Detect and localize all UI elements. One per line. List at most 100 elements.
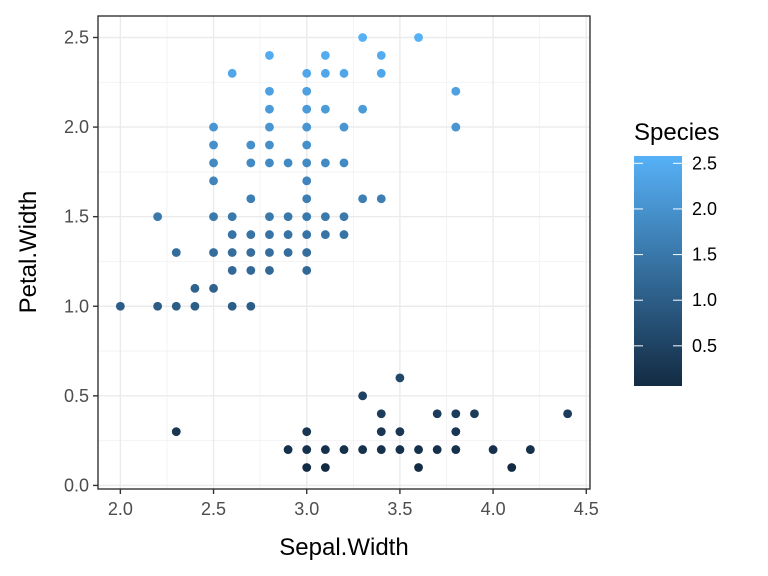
- data-point: [507, 463, 517, 472]
- data-point: [209, 158, 218, 168]
- legend-title: Species: [634, 119, 719, 146]
- data-point: [246, 140, 256, 150]
- data-point: [302, 104, 312, 114]
- data-point: [283, 212, 293, 222]
- legend-label: 1.0: [692, 290, 717, 310]
- data-point: [451, 122, 461, 132]
- y-tick-label: 1.5: [64, 207, 89, 227]
- y-tick-label: 1.0: [64, 296, 89, 316]
- data-point: [265, 51, 274, 60]
- data-point: [265, 248, 274, 257]
- data-point: [227, 212, 237, 222]
- data-point: [376, 68, 386, 78]
- data-point: [320, 104, 330, 114]
- data-point: [302, 248, 312, 257]
- x-tick-label: 3.0: [294, 499, 319, 519]
- data-point: [246, 194, 256, 204]
- data-point: [488, 445, 498, 454]
- legend-label: 2.0: [692, 199, 717, 219]
- legend-label: 0.5: [692, 336, 717, 356]
- data-point: [395, 445, 405, 454]
- data-point: [302, 427, 312, 437]
- data-point: [171, 301, 181, 311]
- data-point: [302, 68, 312, 78]
- axes: 2.0 2.5 3.0 3.5 4.0 4.5 0.0 0.5 1.0 1.5 2.0 2.5: [64, 28, 599, 520]
- data-point: [153, 301, 163, 311]
- panel-border: [97, 15, 591, 490]
- data-point: [320, 158, 330, 168]
- data-point: [209, 122, 218, 132]
- data-point: [339, 230, 349, 239]
- data-point: [395, 427, 405, 437]
- data-points: [115, 33, 573, 472]
- data-point: [153, 212, 163, 222]
- data-point: [265, 230, 274, 239]
- data-point: [302, 158, 312, 168]
- data-point: [302, 445, 312, 454]
- data-point: [451, 409, 461, 419]
- data-point: [265, 86, 274, 96]
- data-point: [376, 445, 386, 454]
- y-axis-title: Petal.Width: [15, 191, 42, 314]
- data-point: [209, 176, 218, 186]
- data-point: [563, 409, 573, 419]
- data-point: [227, 248, 237, 257]
- data-point: [246, 301, 256, 311]
- y-tick-label: 0.0: [64, 475, 89, 495]
- legend-label: 2.5: [692, 153, 717, 173]
- data-point: [432, 445, 442, 454]
- data-point: [246, 266, 256, 275]
- data-point: [451, 427, 461, 437]
- data-point: [302, 212, 312, 222]
- data-point: [470, 409, 479, 419]
- x-tick-label: 2.0: [108, 499, 133, 519]
- data-point: [265, 266, 274, 275]
- data-point: [358, 194, 368, 204]
- legend-colorbar: [634, 156, 682, 386]
- x-tick-label: 2.5: [201, 499, 226, 519]
- data-point: [339, 68, 349, 78]
- data-point: [171, 248, 181, 257]
- data-point: [302, 230, 312, 239]
- data-point: [339, 212, 349, 222]
- data-point: [302, 194, 312, 204]
- data-point: [209, 212, 218, 222]
- data-point: [376, 409, 386, 419]
- data-point: [414, 445, 423, 454]
- data-point: [265, 140, 274, 150]
- data-point: [227, 266, 237, 275]
- x-tick-label: 4.0: [481, 499, 506, 519]
- data-point: [339, 445, 349, 454]
- data-point: [246, 248, 256, 257]
- data-point: [358, 445, 368, 454]
- data-point: [265, 158, 274, 168]
- data-point: [209, 140, 218, 150]
- y-tick-label: 2.5: [64, 28, 89, 48]
- x-tick-label: 4.5: [574, 499, 599, 519]
- data-point: [227, 301, 237, 311]
- data-point: [302, 140, 312, 150]
- data-point: [451, 86, 461, 96]
- y-tick-label: 2.0: [64, 117, 89, 137]
- data-point: [395, 373, 405, 383]
- data-point: [320, 445, 330, 454]
- data-point: [339, 158, 349, 168]
- data-point: [358, 391, 368, 401]
- data-point: [209, 283, 218, 293]
- data-point: [376, 51, 386, 60]
- data-point: [302, 266, 312, 275]
- data-point: [320, 230, 330, 239]
- data-point: [283, 248, 293, 257]
- grid-lines: [98, 16, 590, 489]
- data-point: [320, 68, 330, 78]
- data-point: [227, 230, 237, 239]
- data-point: [414, 33, 423, 42]
- data-point: [246, 230, 256, 239]
- data-point: [283, 158, 293, 168]
- data-point: [302, 463, 312, 472]
- data-point: [320, 212, 330, 222]
- x-tick-label: 3.5: [387, 499, 412, 519]
- data-point: [209, 248, 218, 257]
- data-point: [302, 176, 312, 186]
- data-point: [376, 427, 386, 437]
